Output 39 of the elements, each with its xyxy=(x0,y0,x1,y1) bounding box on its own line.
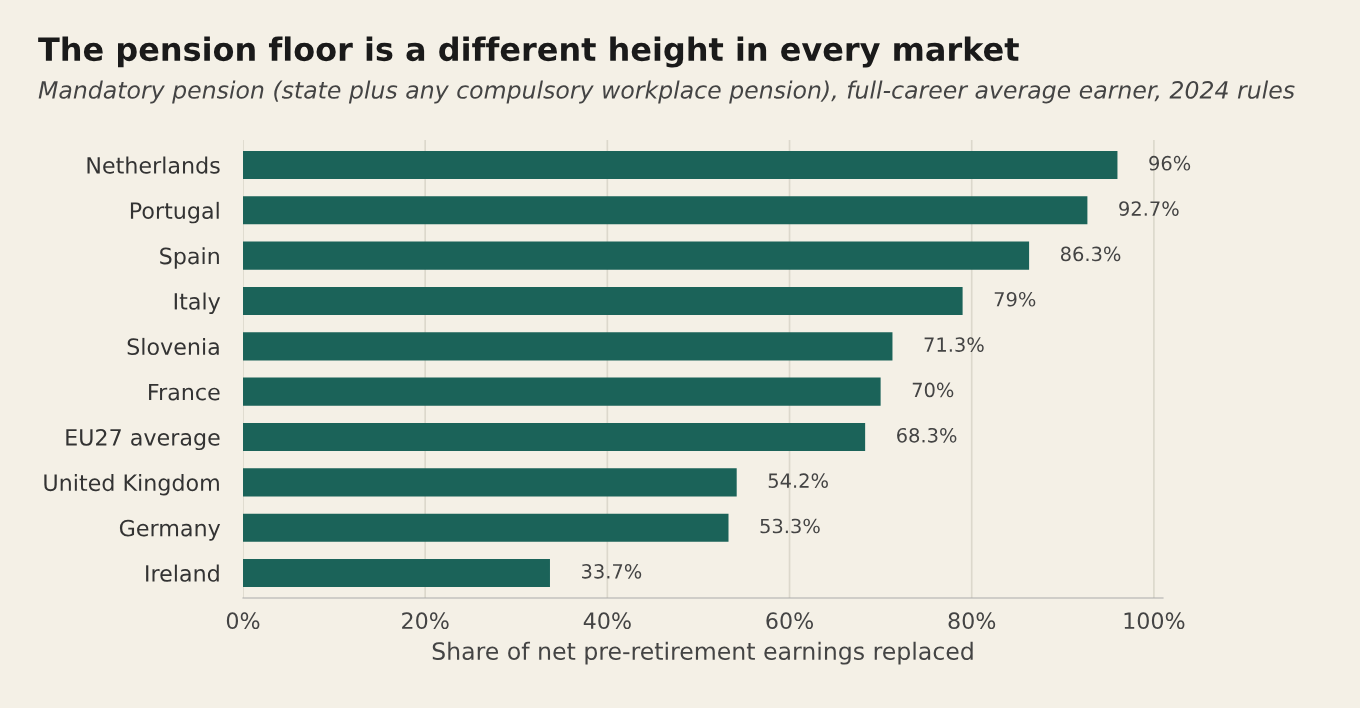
data-label: 70% xyxy=(912,382,954,398)
x-tick-label: 0% xyxy=(226,612,260,630)
y-tick-label: United Kingdom xyxy=(44,473,219,496)
bar xyxy=(243,286,963,316)
y-tick-label: Germany xyxy=(119,519,221,541)
y-tick-label: Slovenia xyxy=(127,337,219,356)
x-axis-title: Share of net pre-retirement earnings replaced xyxy=(432,641,973,665)
bar xyxy=(243,241,1030,270)
data-label: 68.3% xyxy=(897,427,957,443)
chart-subtitle: Mandatory pension (state plus any compulsory workplace pension), full-career average earner, 2024 rules xyxy=(38,80,1295,104)
y-tick-label: EU27 average xyxy=(66,428,220,451)
x-tick-label: 60% xyxy=(766,612,813,630)
bar xyxy=(243,513,729,542)
y-tick-label: Ireland xyxy=(146,564,219,582)
x-tick-label: 80% xyxy=(948,612,996,630)
x-tick-label: 40% xyxy=(583,612,631,630)
chart-title: The pension floor is a different height in every market xyxy=(38,36,1019,68)
y-tick-label: France xyxy=(149,383,220,401)
x-tick-label: 100% xyxy=(1124,612,1185,630)
data-label: 54.2% xyxy=(768,473,828,489)
y-tick-label: Spain xyxy=(160,247,219,269)
y-tick-label: Netherlands xyxy=(87,156,220,174)
data-label: 53.3% xyxy=(760,518,820,534)
data-label: 71.3% xyxy=(924,337,984,352)
data-label: 79% xyxy=(994,291,1036,307)
bar xyxy=(243,377,881,406)
bar xyxy=(243,150,1118,179)
x-tick-label: 20% xyxy=(402,612,449,630)
bar xyxy=(243,559,550,588)
bar xyxy=(243,422,866,452)
bar xyxy=(243,468,737,497)
data-label: 92.7% xyxy=(1119,201,1179,216)
bar xyxy=(243,196,1088,225)
bar xyxy=(243,332,893,361)
data-label: 96% xyxy=(1149,155,1191,171)
y-tick-label: Italy xyxy=(174,292,221,315)
data-label: 86.3% xyxy=(1060,246,1121,262)
data-label: 33.7% xyxy=(582,563,642,579)
y-tick-label: Portugal xyxy=(130,201,219,224)
